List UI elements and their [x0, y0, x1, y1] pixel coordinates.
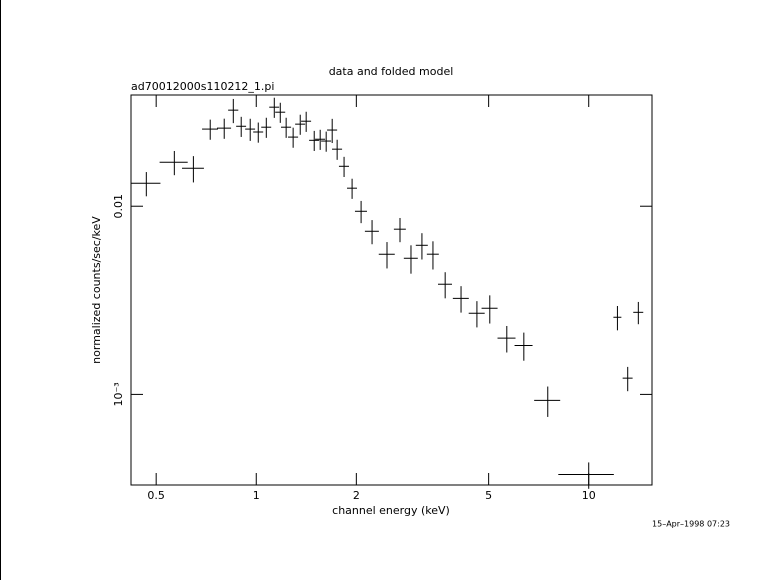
timestamp: 15–Apr–1998 07:23: [652, 520, 730, 529]
x-tick-label: 1: [253, 489, 260, 502]
x-tick-label: 5: [485, 489, 492, 502]
plot-frame: [130, 94, 653, 486]
x-tick-label: 2: [353, 489, 360, 502]
chart-title: data and folded model: [329, 65, 454, 78]
x-tick-label: 10: [582, 489, 596, 502]
x-tick-label: 0.5: [147, 489, 165, 502]
y-tick-label: 10⁻³: [112, 382, 125, 406]
y-axis-label: normalized counts/sec/keV: [90, 216, 103, 364]
x-axis-label: channel energy (keV): [332, 504, 450, 517]
chart-subtitle: ad70012000s110212_1.pi: [131, 80, 274, 93]
y-tick-label: 0.01: [112, 194, 125, 219]
